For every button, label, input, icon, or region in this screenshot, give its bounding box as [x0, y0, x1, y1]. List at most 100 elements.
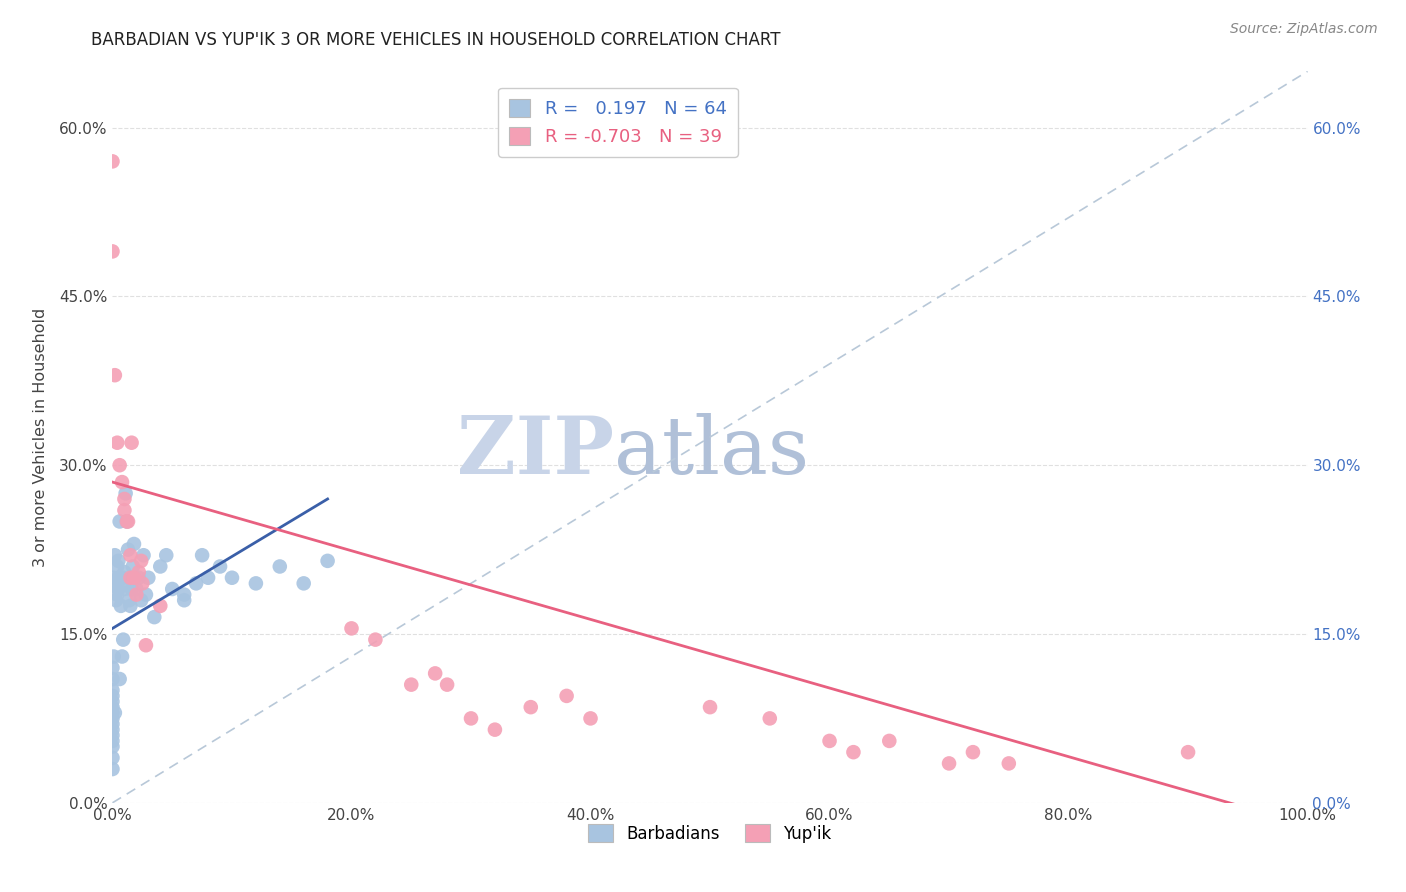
- Point: [135, 638, 157, 652]
- Point: [108, 458, 131, 473]
- Point: [938, 756, 960, 771]
- Point: [115, 515, 138, 529]
- Point: [101, 661, 124, 675]
- Point: [101, 728, 124, 742]
- Point: [129, 554, 152, 568]
- Point: [197, 571, 219, 585]
- Point: [101, 751, 124, 765]
- Point: [131, 576, 153, 591]
- Point: [120, 548, 142, 562]
- Point: [114, 582, 135, 596]
- Point: [105, 588, 128, 602]
- Point: [103, 571, 125, 585]
- Point: [114, 491, 135, 506]
- Point: [555, 689, 578, 703]
- Point: [105, 435, 128, 450]
- Point: [149, 559, 172, 574]
- Y-axis label: 3 or more Vehicles in Household: 3 or more Vehicles in Household: [32, 308, 48, 566]
- Point: [125, 582, 148, 596]
- Point: [818, 734, 841, 748]
- Point: [107, 554, 129, 568]
- Point: [1177, 745, 1199, 759]
- Point: [135, 588, 157, 602]
- Point: [173, 588, 195, 602]
- Point: [118, 593, 141, 607]
- Point: [155, 548, 177, 562]
- Point: [138, 571, 160, 585]
- Point: [108, 515, 131, 529]
- Point: [117, 542, 139, 557]
- Point: [484, 723, 506, 737]
- Point: [209, 559, 232, 574]
- Point: [316, 554, 339, 568]
- Point: [101, 683, 124, 698]
- Point: [121, 582, 143, 596]
- Point: [292, 576, 315, 591]
- Point: [120, 599, 142, 613]
- Point: [579, 711, 602, 725]
- Point: [101, 717, 124, 731]
- Point: [104, 368, 127, 383]
- Point: [112, 632, 135, 647]
- Point: [101, 762, 124, 776]
- Point: [269, 559, 291, 574]
- Point: [117, 515, 139, 529]
- Point: [143, 610, 166, 624]
- Point: [340, 621, 363, 635]
- Point: [101, 706, 124, 720]
- Point: [121, 559, 143, 574]
- Point: [425, 666, 447, 681]
- Point: [114, 486, 136, 500]
- Point: [125, 588, 148, 602]
- Point: [436, 678, 458, 692]
- Point: [128, 565, 150, 579]
- Point: [460, 711, 482, 725]
- Point: [112, 571, 135, 585]
- Point: [101, 244, 124, 259]
- Point: [104, 706, 127, 720]
- Point: [101, 689, 124, 703]
- Point: [114, 565, 135, 579]
- Text: BARBADIAN VS YUP'IK 3 OR MORE VEHICLES IN HOUSEHOLD CORRELATION CHART: BARBADIAN VS YUP'IK 3 OR MORE VEHICLES I…: [91, 31, 780, 49]
- Point: [105, 593, 128, 607]
- Point: [114, 503, 135, 517]
- Point: [101, 700, 124, 714]
- Point: [101, 739, 124, 754]
- Point: [879, 734, 901, 748]
- Point: [129, 593, 152, 607]
- Point: [101, 694, 124, 708]
- Point: [364, 632, 387, 647]
- Point: [110, 599, 132, 613]
- Point: [128, 571, 150, 585]
- Point: [191, 548, 214, 562]
- Point: [122, 537, 145, 551]
- Point: [115, 515, 138, 529]
- Point: [162, 582, 183, 596]
- Point: [699, 700, 721, 714]
- Point: [101, 734, 124, 748]
- Point: [173, 593, 195, 607]
- Point: [105, 559, 128, 574]
- Point: [101, 723, 124, 737]
- Point: [107, 571, 129, 585]
- Point: [104, 548, 127, 562]
- Point: [998, 756, 1021, 771]
- Point: [110, 571, 132, 585]
- Point: [149, 599, 172, 613]
- Point: [245, 576, 267, 591]
- Point: [108, 672, 131, 686]
- Point: [120, 571, 142, 585]
- Text: Source: ZipAtlas.com: Source: ZipAtlas.com: [1230, 22, 1378, 37]
- Point: [103, 649, 125, 664]
- Point: [101, 711, 124, 725]
- Point: [111, 649, 134, 664]
- Point: [962, 745, 984, 759]
- Text: ZIP: ZIP: [457, 413, 614, 491]
- Point: [107, 582, 129, 596]
- Point: [520, 700, 543, 714]
- Point: [111, 475, 134, 489]
- Point: [401, 678, 423, 692]
- Point: [186, 576, 208, 591]
- Point: [122, 571, 145, 585]
- Point: [842, 745, 865, 759]
